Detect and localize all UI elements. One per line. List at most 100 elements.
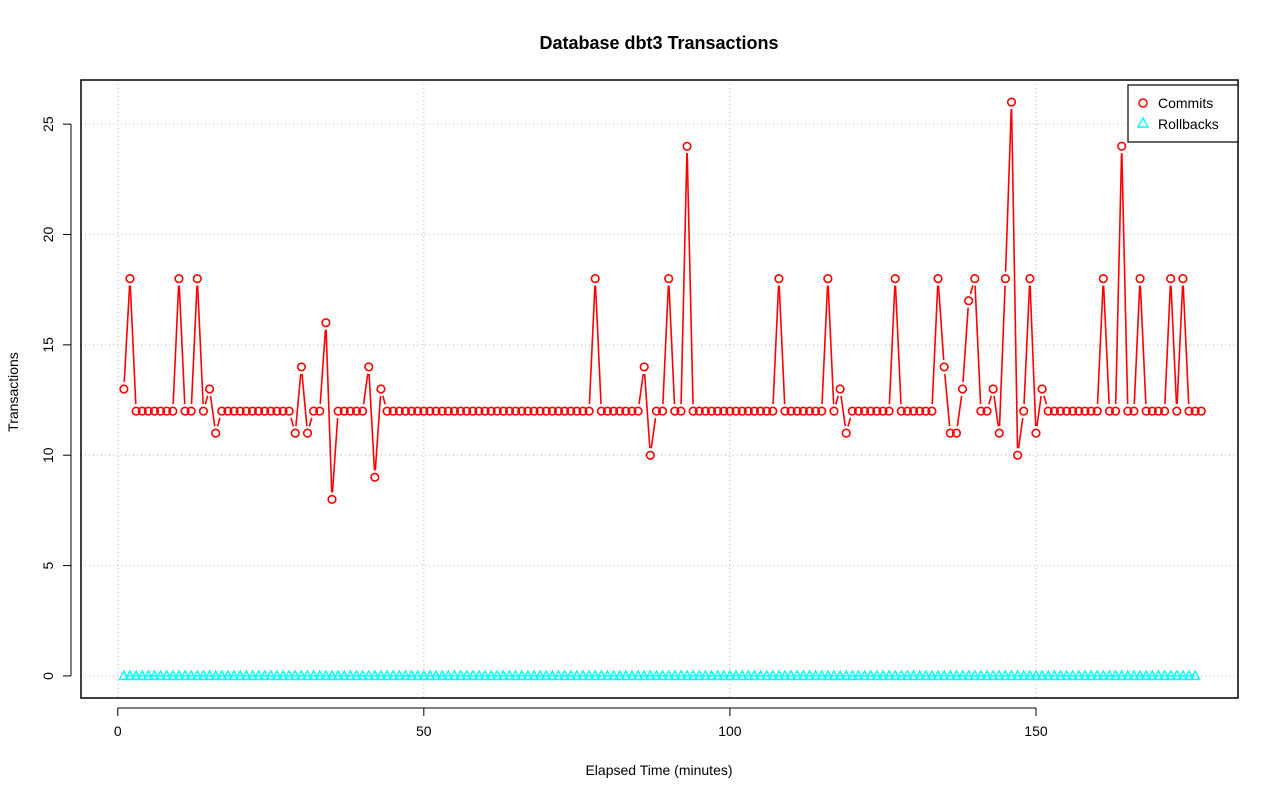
rollbacks-point [295, 669, 308, 681]
commits-point [1080, 406, 1090, 416]
y-tick-label: 0 [40, 672, 56, 680]
commits-point [1013, 450, 1023, 460]
rollbacks-point [595, 669, 608, 681]
commits-point [486, 406, 496, 416]
rollbacks-point [1060, 669, 1073, 681]
commits-point [253, 406, 264, 416]
rollbacks-point [969, 669, 981, 681]
commits-point [204, 384, 215, 394]
rollbacks-point [895, 669, 907, 681]
rollbacks-point [687, 669, 699, 681]
commits-point [670, 406, 680, 416]
rollbacks-point [118, 669, 130, 681]
commits-point [768, 406, 778, 416]
rollbacks-point [760, 669, 773, 681]
commits-segment [1176, 285, 1184, 405]
rollbacks-point [179, 669, 191, 681]
commits-segment [325, 329, 333, 493]
commits-point [639, 362, 649, 372]
commits-point [547, 406, 557, 416]
commits-segment [216, 417, 221, 427]
commits-point [492, 406, 502, 416]
rollbacks-point [852, 669, 865, 681]
rollbacks-point [1048, 669, 1061, 681]
commits-point [627, 406, 637, 416]
rollbacks-point [430, 669, 442, 681]
rollbacks-point [1140, 669, 1152, 681]
rollbacks-point [136, 669, 148, 681]
commits-point [284, 406, 294, 416]
rollbacks-point [522, 669, 534, 681]
commits-point [315, 406, 325, 416]
commits-point [743, 406, 753, 416]
rollbacks-point [191, 669, 203, 681]
commits-point [713, 406, 723, 416]
rollbacks-point [473, 669, 485, 681]
commits-segment [362, 373, 369, 405]
legend-commits-marker [1138, 98, 1148, 108]
rollbacks-point [956, 669, 969, 681]
commits-segment [778, 285, 786, 405]
commits-point [468, 406, 478, 416]
commits-point [1061, 406, 1072, 416]
commits-point [119, 384, 129, 394]
commits-point [566, 406, 576, 416]
commits-point [1019, 406, 1029, 416]
commits-point [1178, 274, 1188, 284]
rollbacks-point [638, 669, 650, 681]
rollbacks-point [216, 669, 228, 681]
rollbacks-point [944, 669, 956, 681]
rollbacks-point [405, 669, 418, 681]
rollbacks-point [418, 669, 430, 681]
rollbacks-point [412, 669, 424, 681]
x-axis-label: Elapsed Time (minutes) [585, 762, 732, 778]
rollbacks-point [577, 669, 589, 681]
commits-point [621, 406, 631, 416]
commits-point [1123, 406, 1133, 416]
commits-segment [1004, 109, 1013, 272]
rollbacks-point [699, 669, 712, 681]
commits-point [541, 406, 551, 416]
commits-point [939, 362, 949, 372]
commits-segment [1170, 285, 1178, 405]
rollbacks-point [834, 669, 846, 681]
rollbacks-point [1079, 669, 1091, 681]
commits-point [382, 406, 392, 416]
commits-point [149, 406, 160, 416]
commits-point [1184, 406, 1194, 416]
rollbacks-point [1085, 669, 1097, 681]
rollbacks-point [516, 669, 528, 681]
commits-point [1086, 406, 1096, 416]
rollbacks-point [265, 669, 277, 681]
commits-segment [382, 395, 386, 405]
commits-point [602, 406, 613, 416]
rollbacks-point [399, 669, 412, 681]
rollbacks-point [981, 669, 993, 681]
rollbacks-point [1091, 669, 1103, 681]
commits-segment [931, 285, 939, 405]
commits-point [933, 274, 943, 284]
commits-point [1147, 406, 1157, 416]
rollbacks-point [1030, 669, 1042, 681]
y-axis: 0 5 10 15 20 25 [40, 116, 72, 680]
commits-point [235, 406, 245, 416]
rollbacks-point [571, 669, 583, 681]
rollbacks-point [773, 669, 785, 681]
x-tick-label: 0 [114, 723, 122, 739]
rollbacks-point [785, 669, 797, 681]
commits-point [498, 406, 508, 416]
rollbacks-point [338, 669, 350, 681]
rollbacks-point [650, 669, 663, 681]
commits-point [1068, 406, 1078, 416]
commits-point [351, 406, 362, 416]
rollbacks-point [914, 669, 926, 681]
rollbacks-point [754, 669, 767, 681]
commits-segment [1164, 285, 1172, 405]
commits-point [155, 406, 166, 416]
rollbacks-point [1189, 669, 1201, 681]
rollbacks-point [999, 669, 1012, 681]
commits-point [755, 406, 766, 416]
plot-frame [80, 79, 1239, 699]
commits-segment [308, 417, 313, 427]
commits-segment [1182, 285, 1190, 405]
